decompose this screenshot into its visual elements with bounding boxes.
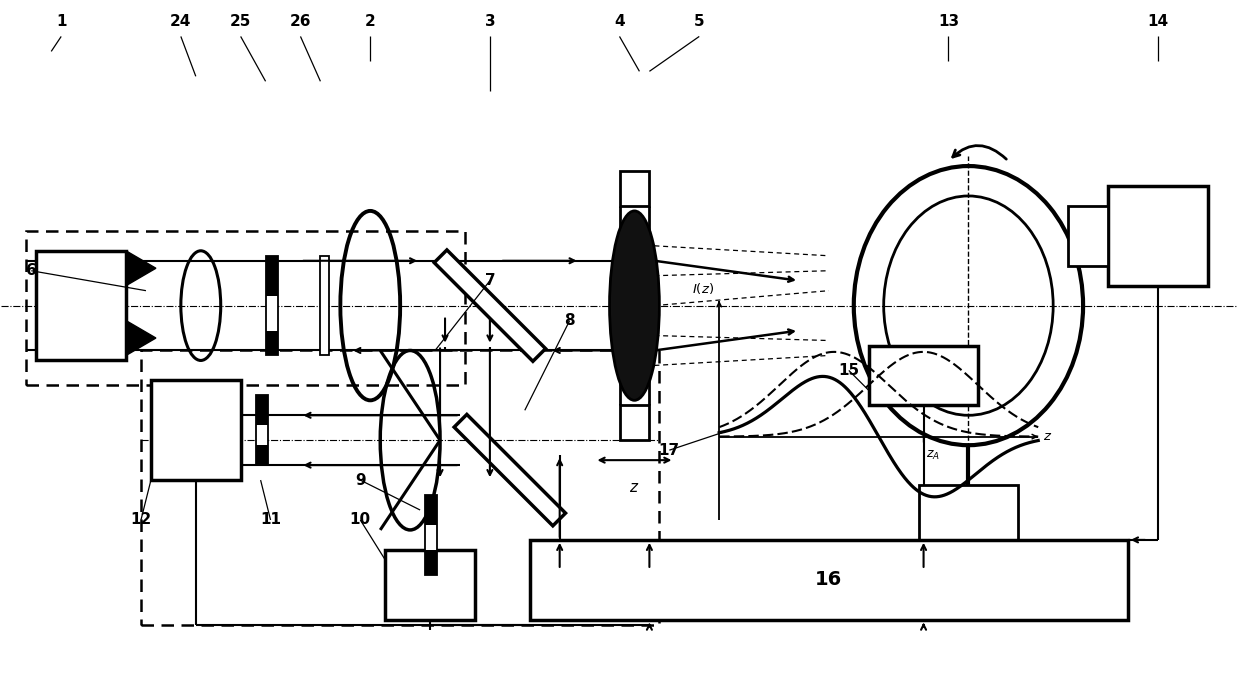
Bar: [425, 495, 437, 575]
Bar: [385, 550, 475, 620]
Bar: [530, 540, 1127, 620]
Text: 15: 15: [839, 363, 860, 378]
Text: 8: 8: [564, 313, 575, 328]
Text: $z_A$: $z_A$: [927, 448, 940, 462]
Bar: [620, 171, 649, 206]
Text: 13: 13: [938, 14, 959, 29]
Bar: [1108, 186, 1208, 285]
Text: 1: 1: [56, 14, 67, 29]
Text: $I(z)$: $I(z)$: [693, 281, 714, 296]
Text: 5: 5: [694, 14, 705, 29]
Text: 9: 9: [356, 473, 366, 488]
Text: 4: 4: [615, 14, 624, 29]
Text: $z$: $z$: [629, 480, 639, 495]
Text: 10: 10: [349, 513, 370, 527]
Bar: [321, 256, 330, 355]
Text: 25: 25: [230, 14, 252, 29]
Bar: [455, 415, 565, 526]
Polygon shape: [126, 321, 156, 355]
Text: 7: 7: [484, 273, 496, 288]
Bar: [141, 350, 659, 625]
Text: 3: 3: [484, 14, 496, 29]
Text: 2: 2: [366, 14, 375, 29]
Text: 11: 11: [260, 513, 281, 527]
Bar: [425, 550, 437, 575]
Bar: [265, 256, 278, 355]
Bar: [918, 485, 1018, 545]
Ellipse shape: [610, 211, 659, 400]
Text: 6: 6: [26, 263, 37, 278]
Bar: [255, 395, 268, 425]
Bar: [1068, 206, 1108, 266]
Text: $z$: $z$: [1043, 430, 1052, 443]
Bar: [869, 346, 979, 406]
Bar: [26, 231, 465, 386]
Bar: [265, 330, 278, 355]
Bar: [425, 495, 437, 525]
Text: 12: 12: [130, 513, 151, 527]
Bar: [620, 406, 649, 440]
Text: 16: 16: [815, 570, 843, 589]
Text: 17: 17: [659, 443, 680, 457]
Text: 14: 14: [1147, 14, 1168, 29]
Bar: [255, 445, 268, 465]
Bar: [255, 395, 268, 465]
Bar: [36, 251, 126, 361]
Bar: [265, 256, 278, 296]
Bar: [151, 380, 240, 480]
Polygon shape: [126, 251, 156, 285]
Text: 26: 26: [290, 14, 311, 29]
Bar: [434, 250, 545, 361]
Text: 24: 24: [170, 14, 192, 29]
